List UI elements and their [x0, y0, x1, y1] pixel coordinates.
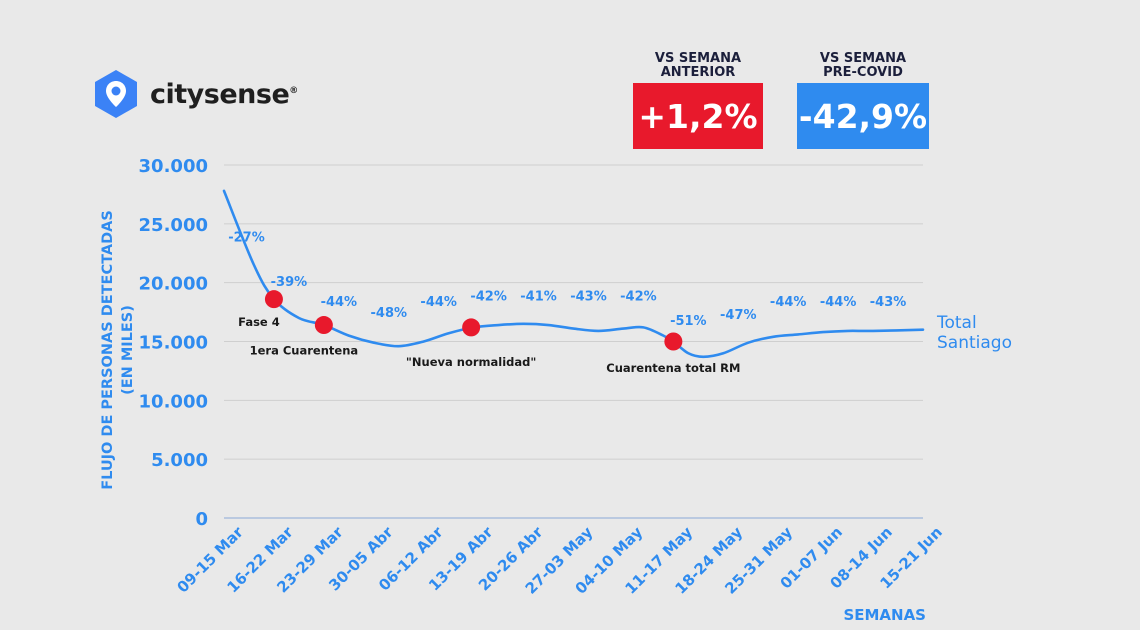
kpi-vs-semana-anterior: VS SEMANA ANTERIOR +1,2% — [632, 48, 764, 149]
y-tick-label: 5.000 — [151, 450, 208, 471]
event-label: Cuarentena total RM — [606, 361, 740, 375]
hexagon-pin-icon — [95, 70, 137, 118]
y-axis-label: FLUJO DE PERSONAS DETECTADAS — [100, 210, 116, 490]
brand-logo: citysense® — [92, 68, 298, 120]
y-tick-label: 0 — [195, 509, 208, 530]
change-annotation: -43% — [870, 295, 907, 310]
series-line-total-santiago — [222, 189, 925, 359]
y-tick-label: 20.000 — [139, 274, 208, 295]
y-tick-label: 15.000 — [139, 333, 208, 354]
change-annotation: -42% — [620, 289, 657, 304]
event-marker — [314, 316, 333, 335]
y-tick-label: 10.000 — [139, 391, 208, 412]
change-annotation: -43% — [570, 289, 607, 304]
series-label: Total — [936, 313, 977, 333]
event-label: 1era Cuarentena — [250, 343, 359, 357]
kpi-vs-semana-pre-covid: VS SEMANA PRE-COVID -42,9% — [797, 48, 929, 149]
y-tick-label: 30.000 — [139, 156, 208, 177]
change-annotation: -44% — [820, 295, 857, 310]
kpi-label: VS SEMANA ANTERIOR — [654, 51, 742, 80]
change-annotation: -44% — [770, 295, 807, 310]
event-marker — [264, 290, 283, 309]
y-axis-label: (EN MILES) — [120, 305, 136, 395]
kpi-value-badge: +1,2% — [633, 83, 763, 149]
x-axis-label: SEMANAS — [843, 606, 926, 624]
change-annotation: -48% — [371, 306, 408, 321]
event-marker — [664, 332, 683, 351]
kpi-label: VS SEMANA PRE-COVID — [819, 51, 907, 80]
event-label: Fase 4 — [238, 315, 280, 329]
change-annotation: -41% — [520, 289, 557, 304]
brand-name: citysense® — [150, 78, 298, 110]
series-label: Santiago — [937, 333, 1012, 353]
change-annotation: -51% — [670, 314, 707, 329]
event-marker — [462, 318, 481, 337]
change-annotation: -44% — [321, 295, 358, 310]
change-annotation: -42% — [470, 289, 507, 304]
change-annotation: -39% — [271, 275, 308, 290]
event-label: "Nueva normalidad" — [406, 355, 536, 369]
y-tick-label: 25.000 — [139, 215, 208, 236]
change-annotation: -27% — [228, 230, 265, 245]
change-annotation: -47% — [720, 308, 757, 323]
change-annotation: -44% — [420, 295, 457, 310]
kpi-value-badge: -42,9% — [797, 83, 929, 149]
